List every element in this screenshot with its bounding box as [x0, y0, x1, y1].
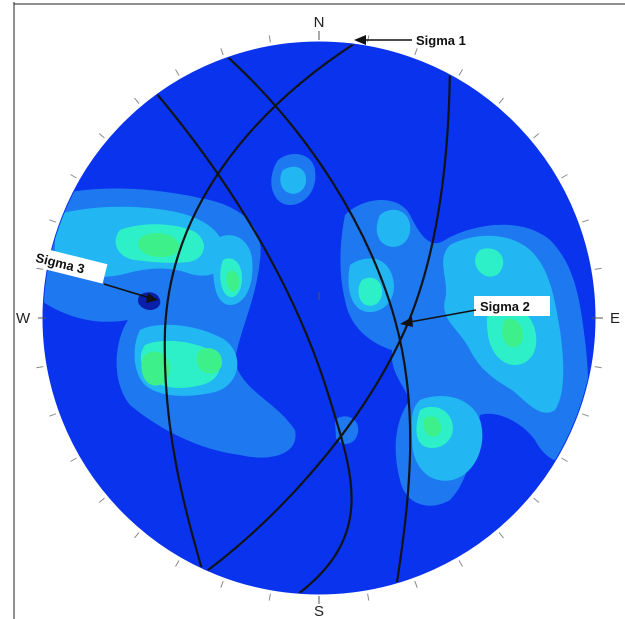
sigma2-label-box	[474, 296, 550, 316]
azimuth-tick	[414, 48, 418, 56]
density-contours	[43, 42, 589, 594]
azimuth-tick	[498, 97, 504, 104]
south-label: S	[314, 603, 324, 619]
west-label: W	[16, 310, 31, 327]
azimuth-tick	[414, 580, 418, 588]
sigma1-label: Sigma 1	[416, 33, 466, 48]
azimuth-tick	[533, 497, 540, 503]
azimuth-tick	[561, 457, 568, 462]
sigma2-arrowhead	[400, 317, 413, 327]
azimuth-tick	[594, 366, 602, 369]
azimuth-tick	[36, 366, 44, 369]
contour-level-4	[138, 233, 524, 437]
azimuth-tick	[70, 174, 77, 179]
azimuth-tick	[581, 413, 589, 417]
azimuth-tick	[498, 532, 504, 539]
sigma3-arrow	[103, 283, 151, 299]
sigma3-label-box	[28, 245, 108, 284]
azimuth-tick	[268, 593, 271, 601]
azimuth-tick	[561, 174, 568, 179]
great-circle-2	[219, 49, 412, 594]
azimuth-tick	[98, 133, 105, 139]
east-label: E	[610, 310, 620, 327]
sigma1-annotation: Sigma 1	[354, 33, 466, 48]
azimuth-tick	[134, 532, 140, 539]
azimuth-tick	[268, 35, 271, 43]
azimuth-tick	[49, 413, 57, 417]
azimuth-tick	[220, 48, 224, 56]
azimuth-tick	[581, 219, 589, 223]
azimuth-tick	[49, 219, 57, 223]
azimuth-tick	[458, 69, 463, 76]
azimuth-tick	[458, 560, 463, 567]
sigma3-arrowhead	[146, 293, 158, 303]
azimuth-tick	[533, 133, 540, 139]
sigma2-label: Sigma 2	[480, 299, 530, 314]
sigma2-annotation: Sigma 2	[400, 296, 550, 327]
azimuth-tick	[98, 497, 105, 503]
azimuth-tick	[175, 69, 180, 76]
north-label: N	[314, 14, 325, 31]
azimuth-tick	[36, 267, 44, 270]
azimuth-tick	[70, 457, 77, 462]
azimuth-tick	[594, 267, 602, 270]
azimuth-tick	[367, 593, 370, 601]
azimuth-tick	[220, 580, 224, 588]
sigma1-arrowhead	[354, 35, 366, 45]
azimuth-tick	[134, 97, 140, 104]
great-circle-3	[179, 54, 452, 591]
great-circle-1	[163, 42, 361, 581]
azimuth-ticks	[36, 31, 603, 604]
sigma2-arrow	[409, 309, 477, 323]
great-circle-4	[144, 79, 353, 594]
azimuth-tick	[367, 35, 370, 43]
azimuth-tick	[175, 560, 180, 567]
great-circles	[144, 42, 452, 594]
